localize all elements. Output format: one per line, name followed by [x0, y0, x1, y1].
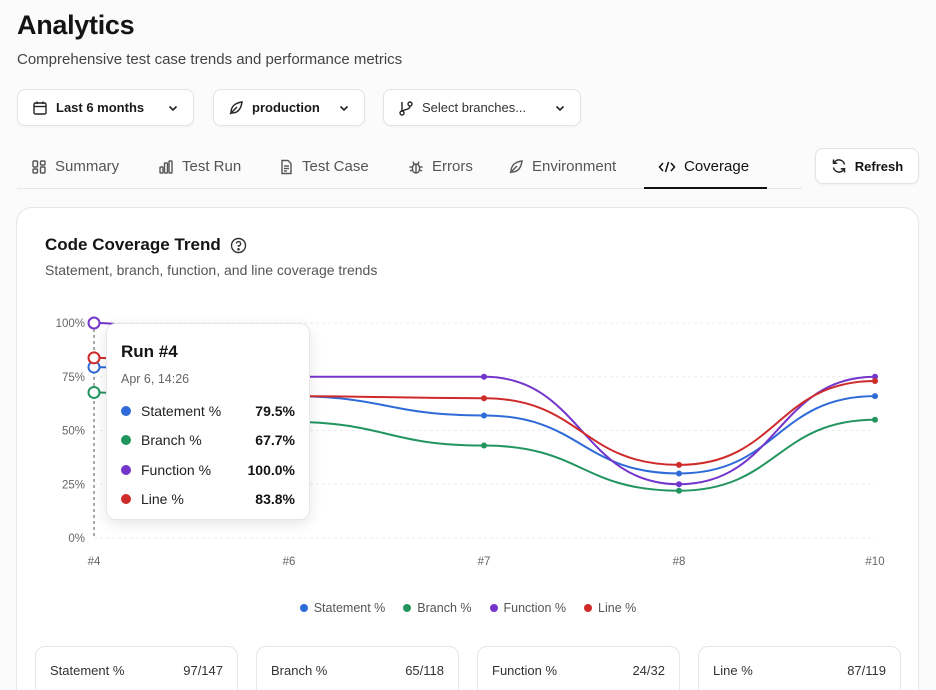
function-dot: [121, 464, 131, 475]
tooltip-row: Branch % 67.7%: [121, 426, 295, 456]
git-branch-icon: [399, 100, 413, 116]
calendar-icon: [33, 101, 47, 115]
stat-value: 65/118: [405, 663, 444, 678]
legend-item[interactable]: Line %: [584, 601, 636, 615]
tooltip-row-name: Statement %: [141, 402, 222, 419]
tab-summary[interactable]: Summary: [31, 145, 119, 188]
tooltip-row: Function % 100.0%: [121, 455, 295, 485]
legend-swatch: [403, 604, 412, 612]
chevron-down-icon: [339, 105, 349, 111]
stat-value: 97/147: [183, 663, 223, 678]
stat-value: 87/119: [847, 663, 886, 678]
stat-label: Branch %: [271, 663, 328, 678]
stat-card-statement: Statement % 97/147: [35, 646, 238, 690]
page-subtitle: Comprehensive test case trends and perfo…: [17, 51, 403, 68]
tooltip-row-value: 67.7%: [255, 432, 295, 449]
chart-legend: Statement % Branch % Function % Line %: [0, 601, 936, 615]
line-dot: [121, 494, 131, 505]
stat-card-branch: Branch % 65/118: [256, 646, 459, 690]
stat-card-function: Function % 24/32: [477, 646, 680, 690]
stat-card-line: Line % 87/119: [698, 646, 901, 690]
tooltip-row-value: 83.8%: [255, 491, 295, 508]
tab-environment[interactable]: Environment: [508, 145, 616, 188]
tab-label: Test Run: [182, 158, 242, 175]
tooltip-row-name: Function %: [141, 461, 212, 478]
tooltip-row-value: 79.5%: [255, 402, 295, 419]
bug-icon: [409, 160, 423, 174]
tab-label: Errors: [432, 158, 473, 175]
stat-value: 24/32: [632, 663, 665, 678]
tooltip-title: Run #4: [121, 342, 178, 361]
card-title: Code Coverage Trend: [45, 235, 221, 254]
date-range-select[interactable]: Last 6 months: [17, 89, 194, 126]
tab-test-case[interactable]: Test Case: [278, 145, 369, 188]
grid-icon: [32, 159, 46, 174]
branch-select[interactable]: Select branches...: [383, 89, 581, 126]
stat-label: Statement %: [50, 663, 125, 678]
document-icon: [281, 159, 292, 174]
legend-label: Branch %: [417, 601, 472, 615]
leaf-icon: [229, 100, 243, 114]
environment-value: production: [252, 100, 320, 115]
branch-placeholder: Select branches...: [422, 100, 527, 115]
leaf-icon: [509, 159, 523, 173]
tooltip-row: Statement % 79.5%: [121, 396, 295, 426]
chevron-down-icon: [555, 105, 565, 111]
card-subtitle: Statement, branch, function, and line co…: [45, 262, 378, 278]
code-icon: [658, 161, 676, 172]
branch-dot: [121, 435, 131, 446]
legend-swatch: [489, 604, 498, 612]
statement-dot: [121, 405, 131, 416]
tab-coverage[interactable]: Coverage: [658, 145, 749, 188]
tooltip-row-value: 100.0%: [247, 461, 295, 478]
tooltip-row-name: Branch %: [141, 432, 202, 449]
tab-label: Coverage: [684, 158, 750, 175]
bar-chart-icon: [159, 159, 173, 174]
tab-label: Test Case: [302, 158, 369, 175]
refresh-button[interactable]: Refresh: [815, 148, 919, 184]
legend-label: Function %: [503, 601, 567, 615]
stat-label: Line %: [713, 663, 753, 678]
legend-item[interactable]: Statement %: [299, 601, 386, 615]
tab-label: Environment: [532, 158, 617, 175]
date-range-value: Last 6 months: [56, 100, 145, 115]
tooltip-time: Apr 6, 14:26: [121, 372, 190, 386]
legend-label: Line %: [598, 601, 637, 615]
help-circle-icon[interactable]: [230, 237, 247, 254]
tab-bar: Summary Test Run Test Case Errors Enviro…: [17, 145, 802, 189]
active-tab-indicator: [644, 187, 767, 189]
legend-item[interactable]: Function %: [489, 601, 567, 615]
refresh-icon: [832, 159, 846, 173]
refresh-label: Refresh: [854, 158, 904, 174]
legend-swatch: [584, 604, 593, 612]
tooltip-row-name: Line %: [141, 491, 184, 508]
chart-tooltip: Run #4 Apr 6, 14:26 Statement % 79.5% Br…: [106, 323, 310, 520]
tab-test-run[interactable]: Test Run: [158, 145, 241, 188]
environment-select[interactable]: production: [213, 89, 365, 126]
legend-swatch: [299, 604, 308, 612]
chevron-down-icon: [168, 105, 178, 111]
legend-label: Statement %: [313, 601, 386, 615]
stat-label: Function %: [492, 663, 558, 678]
legend-item[interactable]: Branch %: [403, 601, 472, 615]
tab-errors[interactable]: Errors: [408, 145, 473, 188]
tooltip-row: Line % 83.8%: [121, 485, 295, 515]
tab-label: Summary: [55, 158, 120, 175]
page-title: Analytics: [17, 10, 135, 40]
card-title-row: Code Coverage Trend: [45, 235, 247, 255]
